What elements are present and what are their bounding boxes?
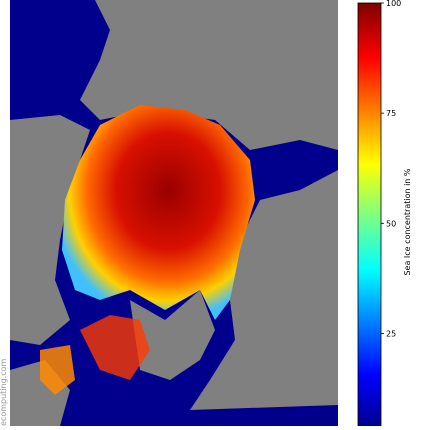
colorbar-tick-label: 100 bbox=[386, 0, 401, 8]
colorbar-label: Sea Ice concentration in % bbox=[403, 168, 412, 275]
land bbox=[80, 0, 338, 150]
land bbox=[190, 170, 338, 410]
land bbox=[130, 290, 215, 380]
watermark: ecomputing.com bbox=[0, 359, 8, 427]
map bbox=[10, 0, 338, 426]
colorbar-tick-label: 75 bbox=[386, 109, 396, 118]
sea-ice bbox=[62, 105, 255, 320]
land bbox=[10, 115, 90, 345]
colorbar-tick-label: 25 bbox=[386, 329, 396, 338]
sea-ice bbox=[80, 315, 150, 380]
colorbar-tick-label: 50 bbox=[386, 219, 396, 228]
colorbar bbox=[357, 2, 382, 427]
sea-ice bbox=[40, 345, 75, 395]
